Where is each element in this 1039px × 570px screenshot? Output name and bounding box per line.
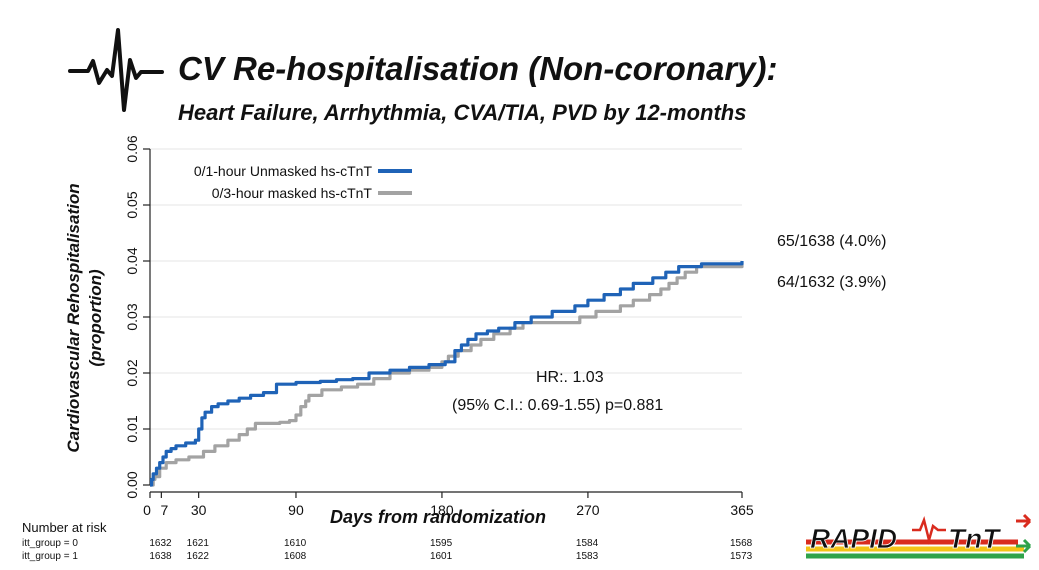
risk-value: 1601	[429, 551, 453, 562]
heartbeat-icon	[68, 28, 164, 112]
risk-value: 1608	[283, 551, 307, 562]
y-tick-label: 0.01	[124, 415, 140, 442]
risk-value: 1610	[283, 538, 307, 549]
series-lines	[150, 261, 744, 487]
page-title: CV Re-hospitalisation (Non-coronary):	[178, 50, 778, 87]
x-axis-label: Days from randomization	[330, 507, 547, 527]
risk-value: 1632	[149, 538, 172, 549]
risk-value: 1595	[429, 538, 453, 549]
logo-text-tnt: TnT	[948, 523, 1002, 554]
x-tick-label: 0	[143, 502, 151, 518]
y-tick-label: 0.02	[124, 359, 140, 386]
legend-label-series2: 0/3-hour masked hs-cTnT	[212, 185, 373, 201]
event-count-series2: 64/1632 (3.9%)	[777, 274, 887, 291]
y-axis-label-line1: Cardiovascular Rehospitalisation	[64, 183, 83, 453]
x-tick-label: 30	[191, 502, 207, 518]
x-tick-label: 270	[576, 502, 600, 518]
y-axis-label-line2: (proportion)	[86, 269, 105, 367]
legend: 0/1-hour Unmasked hs-cTnT 0/3-hour maske…	[194, 163, 412, 201]
risk-value: 1621	[186, 538, 209, 549]
risk-table-header: Number at risk	[22, 520, 107, 535]
legend-label-series1: 0/1-hour Unmasked hs-cTnT	[194, 163, 373, 179]
axes: 0.00 0.01 0.02 0.03 0.04 0.05 0.06 0 7 30 90 180 270…	[124, 135, 754, 518]
series-line-unmasked	[150, 261, 744, 487]
logo-text-rapid: RAPID	[810, 523, 897, 554]
event-count-series1: 65/1638 (4.0%)	[777, 233, 887, 250]
page-subtitle: Heart Failure, Arrhythmia, CVA/TIA, PVD …	[178, 100, 747, 125]
y-tick-label: 0.00	[124, 471, 140, 498]
x-tick-label: 7	[160, 502, 168, 518]
x-tick-label: 365	[730, 502, 754, 518]
risk-value: 1638	[149, 551, 172, 562]
x-tick-label: 90	[288, 502, 304, 518]
risk-value: 1622	[186, 551, 209, 562]
y-tick-label: 0.04	[124, 247, 140, 274]
x-tick-label: 180	[430, 502, 454, 518]
hr-annotation: HR:. 1.03	[536, 369, 604, 386]
risk-value: 1573	[730, 551, 753, 562]
y-tick-label: 0.06	[124, 135, 140, 162]
risk-value: 1583	[575, 551, 599, 562]
y-tick-label: 0.05	[124, 191, 140, 218]
risk-row-label: itt_group = 1	[22, 551, 78, 562]
risk-row-label: itt_group = 0	[22, 538, 78, 549]
risk-value: 1568	[730, 538, 753, 549]
ci-annotation: (95% C.I.: 0.69-1.55) p=0.881	[452, 397, 664, 414]
y-axis-label: Cardiovascular Rehospitalisation (propor…	[63, 158, 107, 478]
series-line-masked	[150, 263, 744, 487]
risk-value: 1584	[575, 538, 599, 549]
rapid-tnt-logo: RAPID TnT	[806, 513, 1032, 559]
y-tick-label: 0.03	[124, 303, 140, 330]
